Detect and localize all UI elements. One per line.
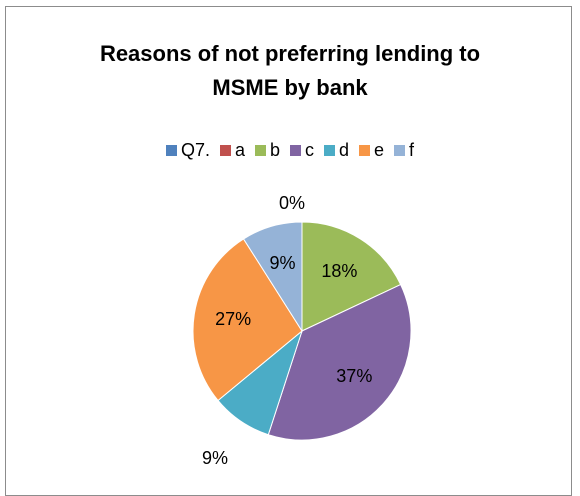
legend-swatch bbox=[359, 145, 371, 156]
chart-title-line-2: MSME by bank bbox=[212, 75, 368, 100]
legend-label: b bbox=[269, 140, 280, 160]
legend-item-5: e bbox=[359, 140, 384, 161]
legend-item-4: d bbox=[324, 140, 349, 161]
legend-label: Q7. bbox=[180, 140, 210, 160]
data-label-f: 9% bbox=[270, 253, 296, 273]
legend-label: f bbox=[409, 140, 415, 160]
legend-label: e bbox=[374, 140, 385, 160]
chart-legend: Q7. a b c d e f bbox=[0, 140, 580, 161]
legend-label: d bbox=[339, 140, 350, 160]
data-label-b: 18% bbox=[321, 261, 357, 281]
data-label-c: 37% bbox=[336, 366, 372, 386]
data-label-e: 27% bbox=[215, 309, 251, 329]
legend-swatch bbox=[394, 145, 406, 156]
legend-item-6: f bbox=[394, 140, 414, 161]
legend-item-2: b bbox=[254, 140, 280, 161]
pie-slice-f bbox=[242, 221, 303, 333]
legend-item-0: Q7. bbox=[165, 140, 210, 161]
legend-label: a bbox=[234, 140, 245, 160]
pie-slice-b bbox=[301, 221, 402, 332]
data-label-d: 9% bbox=[202, 448, 228, 468]
legend-swatch bbox=[324, 145, 335, 156]
pie-slice-c bbox=[267, 283, 412, 441]
legend-item-3: c bbox=[290, 140, 314, 161]
legend-swatch bbox=[165, 145, 177, 156]
data-label-a: 0% bbox=[279, 193, 305, 213]
legend-swatch bbox=[219, 145, 231, 156]
legend-item-1: a bbox=[219, 140, 245, 161]
legend-swatch bbox=[254, 145, 266, 156]
legend-label: c bbox=[305, 140, 314, 160]
legend-swatch bbox=[290, 145, 301, 156]
pie-slice-e bbox=[192, 238, 303, 402]
chart-title-line-1: Reasons of not preferring lending to bbox=[99, 41, 481, 66]
pie-chart: 0% 18% 37% 9% 27% 9% bbox=[192, 193, 412, 468]
